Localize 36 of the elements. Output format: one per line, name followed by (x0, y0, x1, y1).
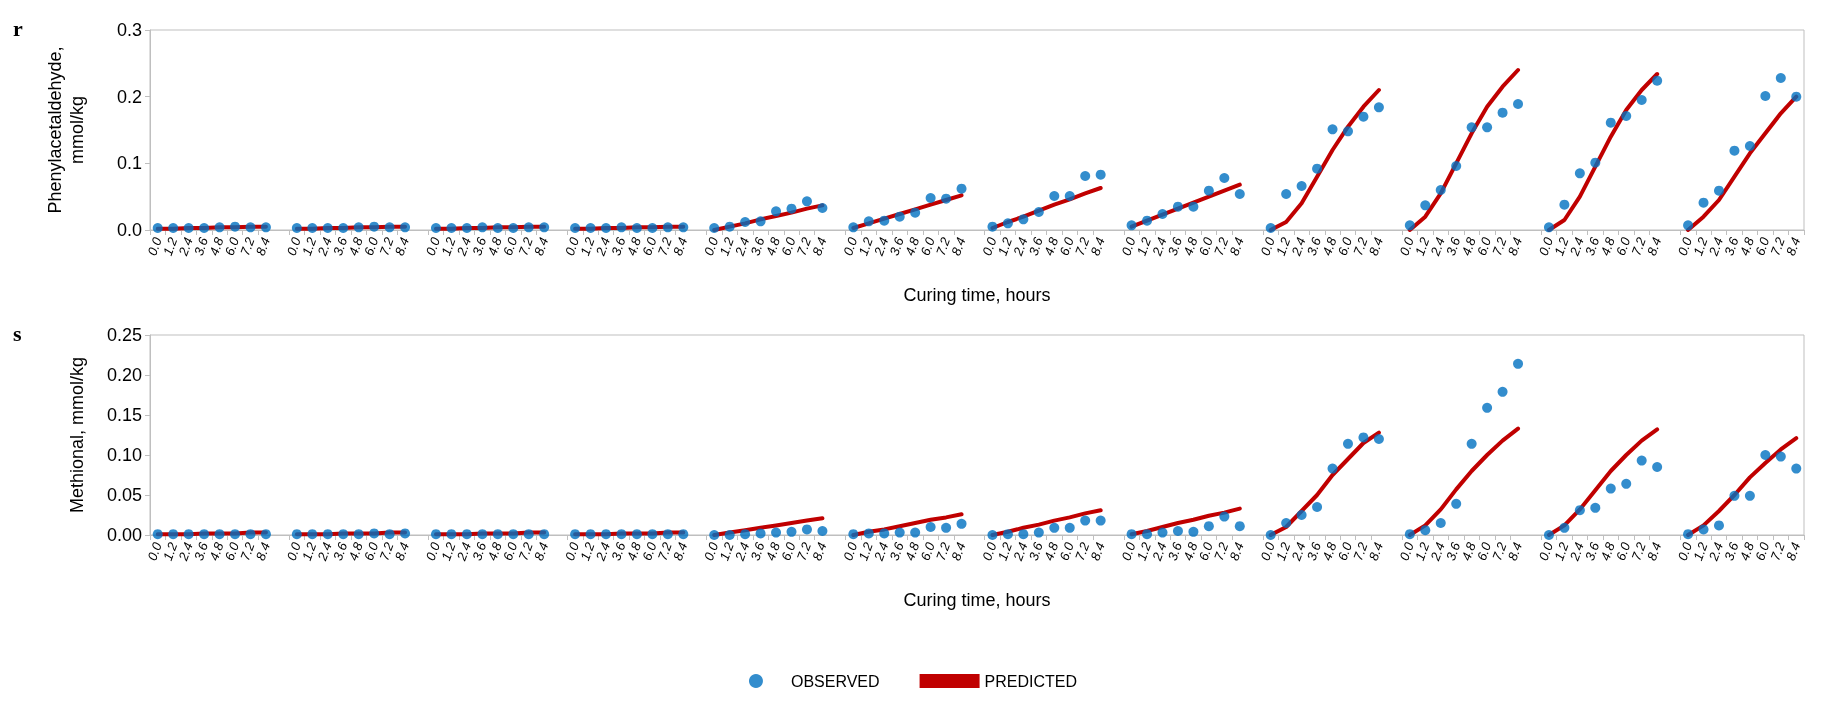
y-tick-label: 0.10 (106, 445, 142, 465)
y-tick-label: 0.05 (106, 485, 142, 505)
x-tick-label: 4.8 (206, 234, 227, 258)
legend-label: OBSERVED (790, 672, 880, 690)
x-tick-label: 0.0 (979, 234, 1000, 258)
y-axis-title: Phenylacetaldehyde, mmol/kg (45, 46, 87, 214)
chart-title: s (13, 320, 22, 346)
x-tick-label: 3.6 (1582, 234, 1603, 258)
x-tick-label: 4.8 (1180, 234, 1201, 258)
x-tick-label: 4.8 (1180, 539, 1201, 563)
chart-title: r (13, 15, 23, 41)
y-tick-label: 0.0 (116, 220, 142, 240)
x-tick-label: 0.0 (700, 234, 722, 258)
y-tick-label: 0.2 (116, 86, 142, 107)
x-tick-label: 0.0 (840, 234, 861, 258)
x-tick-label: 0.0 (979, 539, 1000, 563)
y-tick-label: 0.3 (116, 20, 142, 40)
x-tick-label: 3.6 (1582, 539, 1603, 563)
x-tick-label: 4.8 (206, 539, 227, 563)
y-tick-label: 0.00 (106, 525, 142, 545)
legend-label: PREDICTED (984, 672, 1078, 690)
x-axis-title: Curing time, hours (903, 285, 1051, 305)
x-tick-label: 3.6 (330, 539, 351, 563)
x-tick-label: 4.8 (1319, 234, 1340, 258)
x-tick-label: 0.0 (840, 539, 861, 563)
x-tick-label: 3.6 (330, 234, 351, 258)
x-tick-label: 4.8 (1319, 539, 1340, 563)
y-tick-label: 0.20 (106, 365, 142, 385)
x-axis-title: Curing time, hours (903, 590, 1051, 610)
y-tick-label: 0.25 (106, 325, 142, 345)
x-tick-label: 0.0 (700, 539, 722, 563)
y-tick-label: 0.1 (116, 153, 142, 174)
x-tick-label: 0.0 (1118, 234, 1139, 258)
x-tick-label: 0.0 (1118, 539, 1139, 563)
y-tick-label: 0.15 (106, 405, 142, 425)
y-axis-title: Methional, mmol/kg (67, 356, 87, 514)
